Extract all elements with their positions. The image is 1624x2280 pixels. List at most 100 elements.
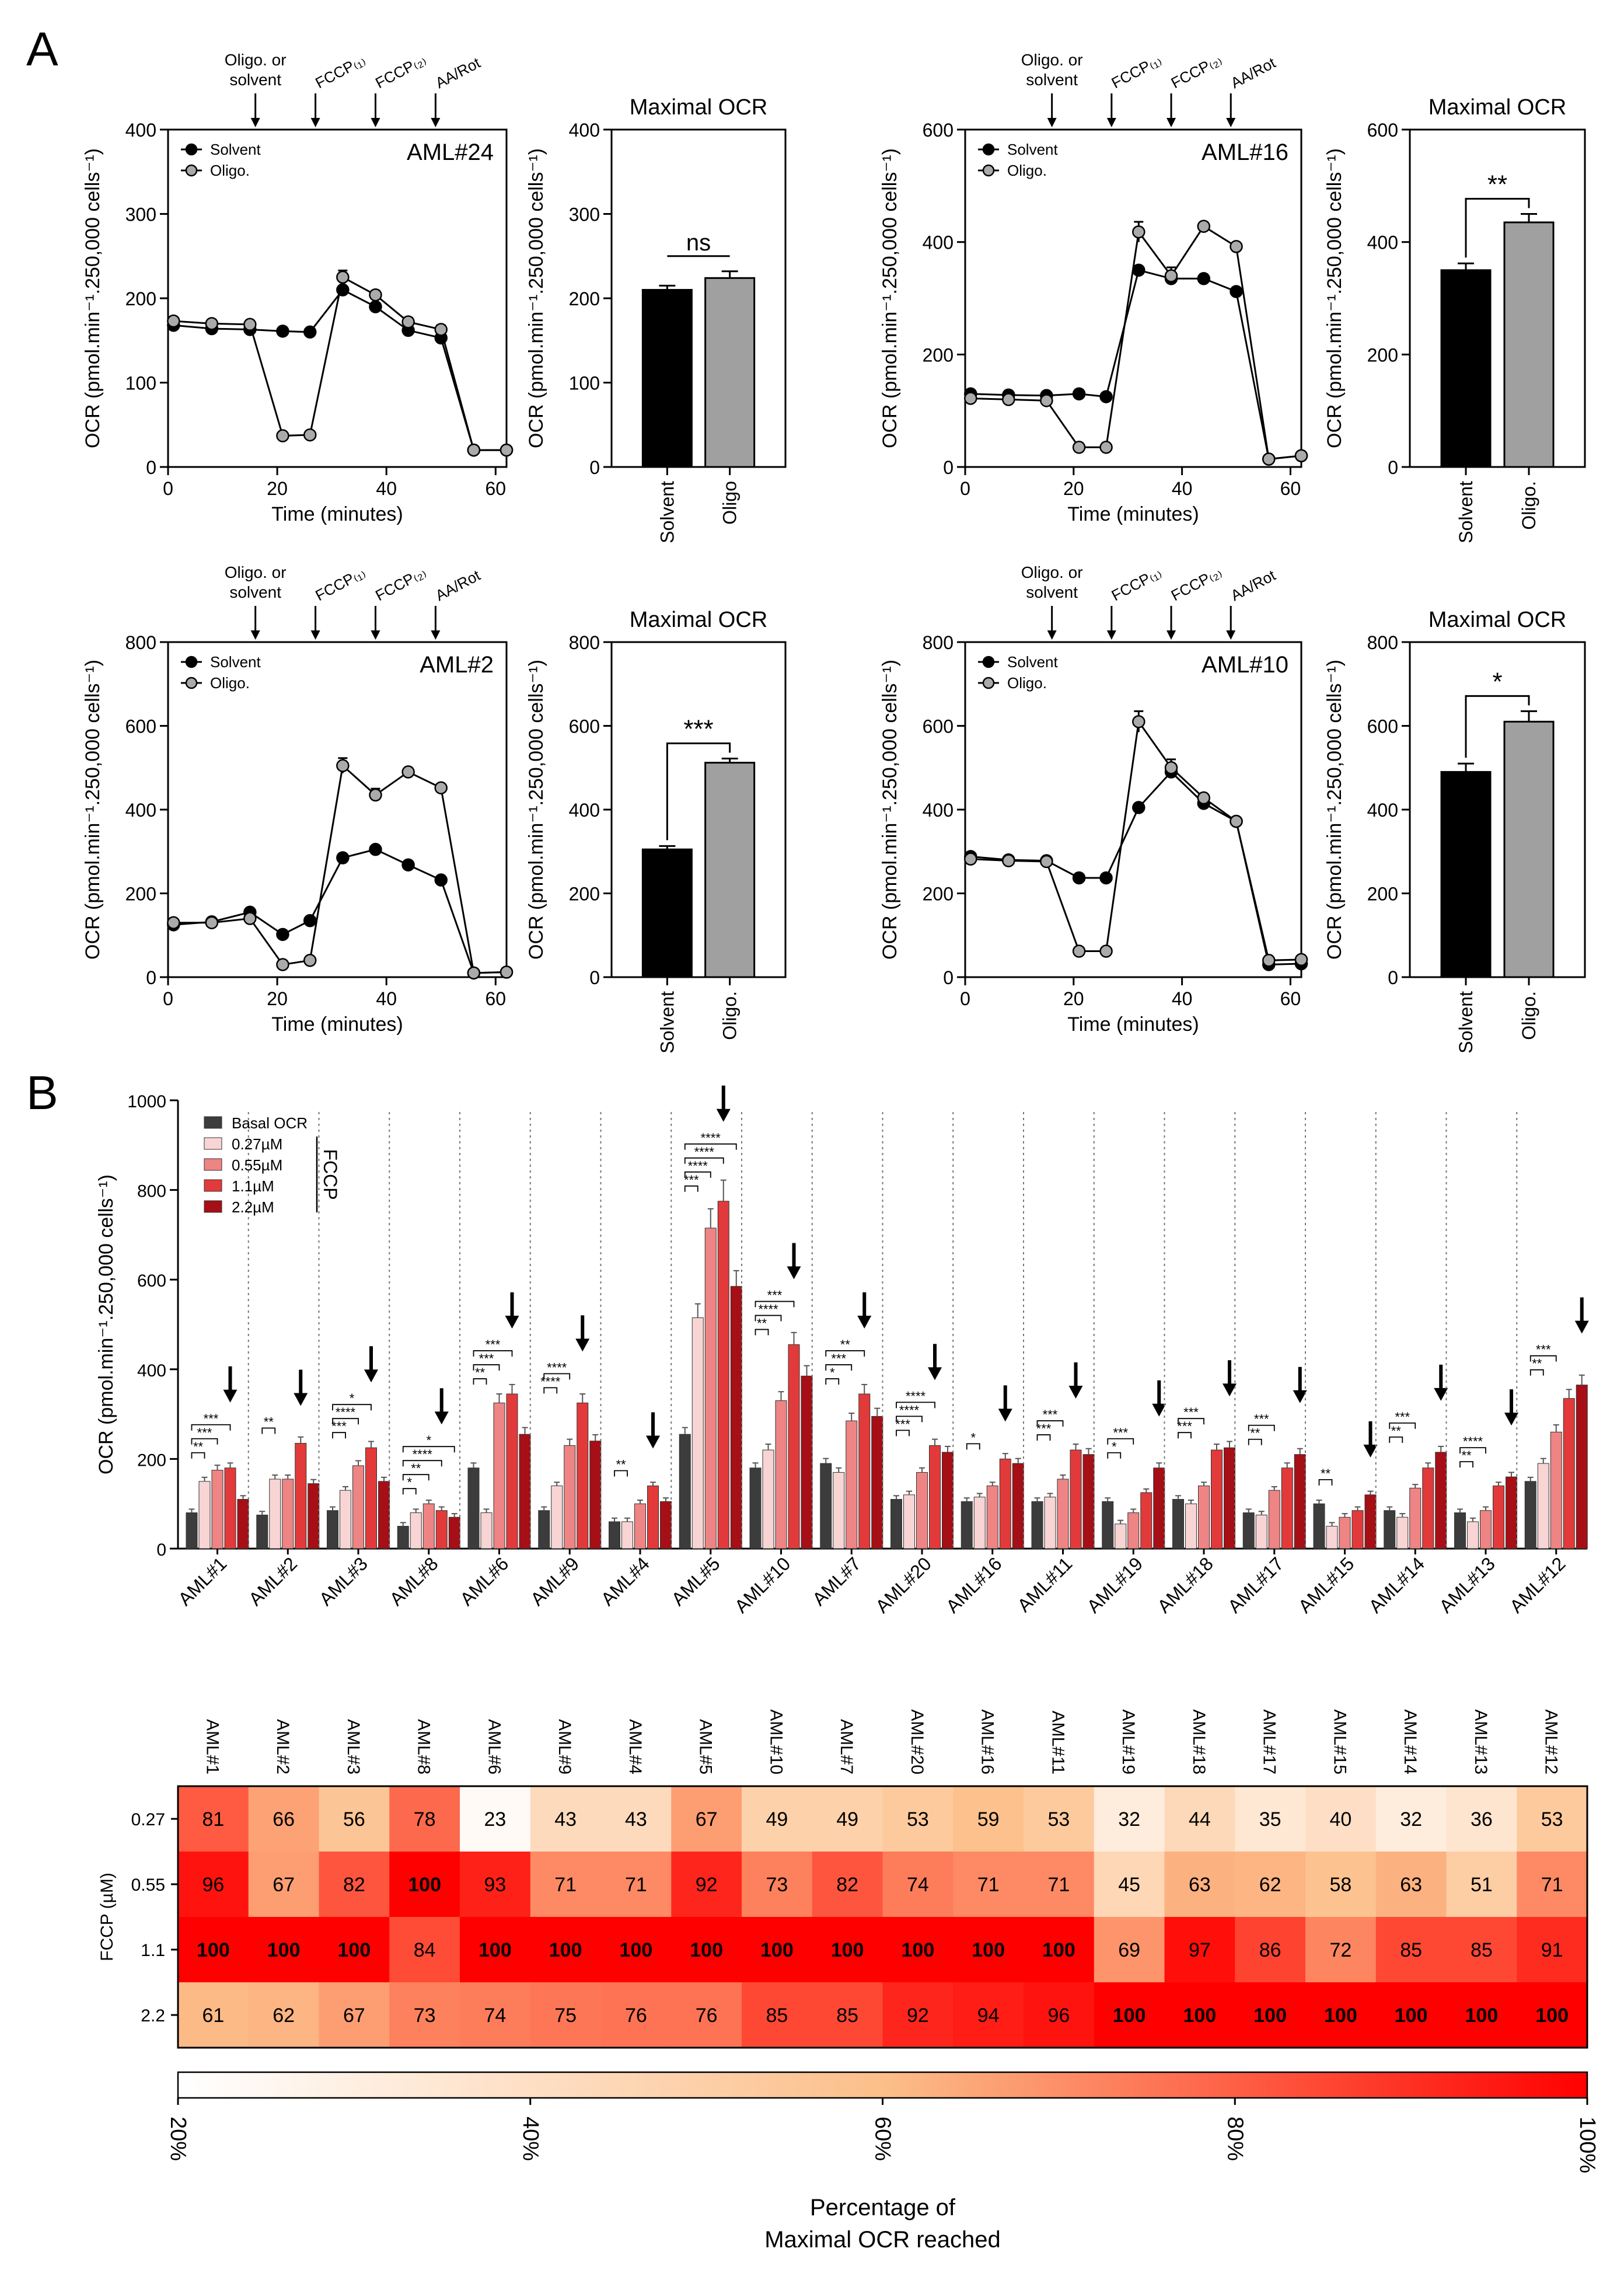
y-tick-label: 800 — [923, 632, 954, 653]
legend-label: 0.55µM — [232, 1156, 282, 1174]
significance-label: *** — [831, 1351, 846, 1366]
significance-label: *** — [1254, 1412, 1269, 1427]
y-tick-label: 300 — [569, 204, 600, 225]
y-axis-label: OCR (pmol.min⁻¹.250,000 cells⁻¹) — [525, 660, 547, 960]
data-point — [303, 914, 317, 928]
data-point — [964, 392, 977, 405]
significance-label: * — [1112, 1439, 1117, 1454]
heatmap-cell — [530, 1917, 601, 1983]
heatmap-value: 96 — [202, 1874, 224, 1896]
x-tick-label: 60 — [485, 988, 506, 1009]
data-point — [276, 325, 289, 338]
x-axis-label: Time (minutes) — [1067, 1013, 1199, 1036]
heatmap-value: 59 — [977, 1808, 1000, 1831]
heatmap-cell — [953, 1982, 1024, 2048]
data-point — [205, 317, 219, 330]
heatmap-value: 100 — [1395, 2004, 1428, 2027]
significance-bracket — [191, 1438, 218, 1445]
significance-bracket — [825, 1350, 865, 1357]
x-tick-label: 40 — [1172, 988, 1193, 1009]
colorbar-tick-label: 60% — [871, 2117, 895, 2161]
data-point — [1132, 225, 1145, 239]
heatmap-cell — [319, 1852, 390, 1918]
significance-bracket — [896, 1416, 923, 1423]
heatmap-value: 69 — [1118, 1939, 1140, 1961]
heatmap-value: 71 — [625, 1874, 647, 1896]
significance-bracket — [755, 1301, 795, 1308]
legend-marker — [185, 677, 198, 689]
significance-bracket — [1459, 1461, 1473, 1468]
colorbar-tick-label: 80% — [1223, 2117, 1247, 2161]
y-tick-label: 400 — [1367, 232, 1398, 253]
bar — [1057, 1479, 1069, 1549]
chart-aml16-timecourse: 0 200 400 600 0 20 40 60 Time (minutes) OCR (pmol… — [879, 51, 1308, 525]
data-point — [1230, 240, 1243, 253]
data-point — [336, 851, 350, 864]
data-point — [276, 958, 289, 971]
bar — [282, 1479, 294, 1549]
heatmap-cell — [460, 1982, 531, 2048]
data-point — [1262, 452, 1276, 466]
heatmap-cell — [600, 1786, 672, 1852]
heatmap-cell — [882, 1852, 954, 1918]
significance-label: **** — [547, 1360, 567, 1375]
data-point — [167, 916, 180, 929]
data-point — [500, 443, 514, 457]
data-point — [205, 916, 219, 929]
significance-bracket — [191, 1452, 205, 1459]
heatmap-value: 35 — [1259, 1808, 1281, 1831]
injection-arrow-head — [1106, 118, 1116, 127]
heatmap-cell — [600, 1852, 672, 1918]
arrow-head — [1068, 1386, 1083, 1399]
legend-bracket-label: FCCP — [320, 1149, 341, 1200]
bar — [942, 1452, 954, 1549]
injection-arrow-head — [371, 630, 380, 640]
y-tick-label: 400 — [137, 1361, 166, 1380]
heatmap-cell — [319, 1917, 390, 1983]
data-point — [1294, 953, 1308, 967]
bar — [237, 1499, 249, 1549]
y-tick-label: 0 — [589, 457, 600, 478]
injection-label: solvent — [1026, 71, 1078, 89]
column-label: AML#11 — [1048, 1710, 1067, 1775]
significance-label: ** — [1391, 1424, 1402, 1438]
injection-label: solvent — [1026, 583, 1078, 601]
bar — [198, 1481, 211, 1549]
heatmap-cell — [882, 1917, 954, 1983]
heatmap-value: 100 — [1535, 2004, 1569, 2027]
legend-marker — [185, 656, 198, 668]
bar — [647, 1485, 659, 1549]
arrow-head — [1504, 1413, 1518, 1426]
bar — [704, 762, 756, 978]
y-tick-label: 0 — [146, 457, 156, 478]
significance-bracket — [684, 1171, 711, 1178]
bar — [820, 1463, 832, 1549]
arrow-head — [1363, 1444, 1378, 1458]
bar — [858, 1393, 871, 1549]
heatmap-value: 61 — [202, 2004, 224, 2027]
y-axis-label: OCR (pmol.min⁻¹.250,000 cells⁻¹) — [879, 148, 901, 448]
arrow-head — [1574, 1320, 1589, 1334]
bar — [1242, 1512, 1255, 1549]
legend-marker — [982, 143, 995, 156]
significance-label: **** — [758, 1302, 778, 1317]
bar — [1550, 1431, 1562, 1549]
panel-label-a: A — [26, 23, 58, 76]
data-point — [467, 443, 481, 457]
heatmap-value: 49 — [836, 1808, 858, 1831]
heatmap-cell — [882, 1786, 954, 1852]
y-tick-label: 600 — [137, 1271, 166, 1291]
heatmap-cell — [953, 1852, 1024, 1918]
data-point — [1294, 449, 1308, 462]
significance-bracket — [191, 1424, 231, 1431]
significance-bracket — [684, 1185, 699, 1192]
injection-arrow-head — [310, 118, 320, 127]
bar — [480, 1512, 493, 1549]
y-tick-label: 800 — [569, 632, 600, 653]
column-label: AML#19 — [1119, 1709, 1138, 1775]
heatmap-value: 62 — [273, 2004, 295, 2027]
bar — [762, 1449, 774, 1549]
column-label: AML#7 — [837, 1719, 856, 1775]
injection-arrow-head — [250, 118, 260, 127]
bar — [929, 1445, 941, 1549]
